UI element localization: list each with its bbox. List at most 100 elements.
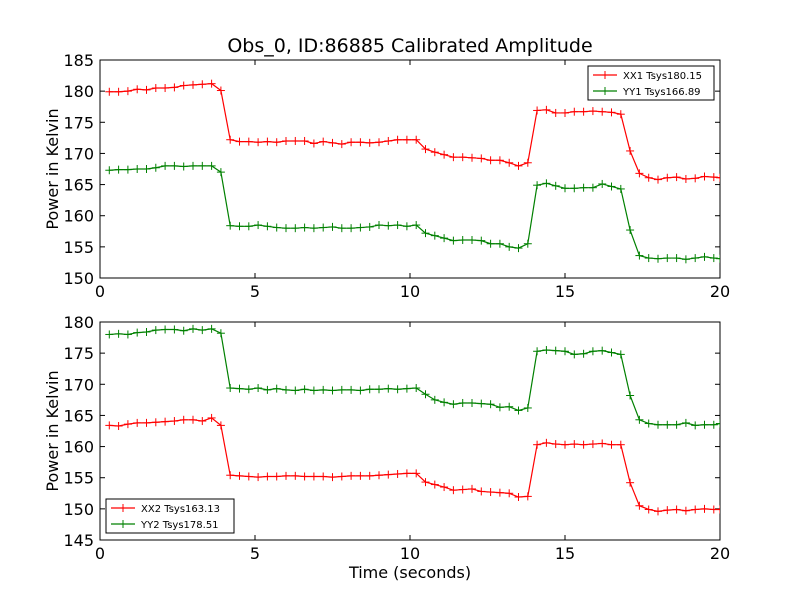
data-point bbox=[663, 420, 672, 429]
data-point bbox=[216, 86, 225, 95]
data-point bbox=[393, 385, 402, 394]
data-point bbox=[523, 492, 532, 501]
data-point bbox=[626, 391, 635, 400]
data-point bbox=[328, 473, 337, 482]
data-point bbox=[458, 398, 467, 407]
data-point bbox=[449, 153, 458, 162]
data-point bbox=[179, 326, 188, 335]
data-point bbox=[663, 173, 672, 182]
data-point bbox=[105, 166, 114, 175]
data-point bbox=[551, 346, 560, 355]
data-point bbox=[105, 330, 114, 339]
data-point bbox=[375, 138, 383, 147]
y-tick-label: 160 bbox=[63, 438, 94, 457]
legend-box bbox=[105, 498, 235, 534]
data-point bbox=[542, 438, 551, 447]
data-point bbox=[477, 154, 486, 163]
data-point bbox=[700, 252, 709, 261]
data-point bbox=[226, 384, 235, 393]
data-point bbox=[114, 329, 123, 338]
data-point bbox=[607, 348, 616, 357]
data-point bbox=[254, 138, 263, 147]
data-point bbox=[421, 390, 430, 399]
data-point bbox=[198, 161, 207, 170]
data-point bbox=[635, 251, 644, 260]
data-point bbox=[207, 324, 216, 333]
data-point bbox=[179, 81, 188, 90]
data-point bbox=[300, 136, 309, 145]
data-point bbox=[235, 384, 244, 393]
y-tick-label: 150 bbox=[63, 500, 94, 519]
data-point bbox=[588, 107, 597, 116]
data-point bbox=[142, 85, 151, 94]
data-point bbox=[319, 137, 328, 146]
data-point bbox=[216, 421, 225, 430]
data-point bbox=[570, 184, 579, 193]
data-point bbox=[468, 398, 476, 407]
data-point bbox=[716, 505, 720, 514]
data-point bbox=[282, 224, 290, 233]
data-point bbox=[226, 471, 235, 480]
data-point bbox=[635, 415, 644, 424]
data-point bbox=[142, 327, 151, 336]
data-point bbox=[393, 221, 402, 230]
data-point bbox=[151, 84, 160, 93]
data-point bbox=[663, 254, 672, 263]
data-point bbox=[207, 161, 216, 170]
data-point bbox=[616, 184, 625, 193]
y-tick-label: 160 bbox=[63, 207, 94, 226]
data-point bbox=[716, 419, 720, 428]
data-point bbox=[542, 105, 551, 114]
data-point bbox=[588, 440, 597, 449]
data-point bbox=[561, 184, 569, 193]
chart-title: Obs_0, ID:86885 Calibrated Amplitude bbox=[227, 35, 592, 57]
data-point bbox=[477, 487, 486, 496]
data-point bbox=[635, 169, 644, 178]
data-point bbox=[272, 384, 281, 393]
data-point bbox=[486, 488, 495, 497]
data-point bbox=[161, 325, 170, 334]
data-point bbox=[505, 489, 514, 498]
data-point bbox=[681, 506, 690, 515]
data-point bbox=[672, 173, 681, 182]
y-tick-label: 145 bbox=[63, 531, 94, 550]
x-tick-label: 5 bbox=[250, 544, 260, 563]
data-point bbox=[468, 484, 476, 493]
data-point bbox=[514, 493, 523, 502]
data-point bbox=[430, 148, 439, 157]
data-point bbox=[105, 421, 114, 430]
data-point bbox=[412, 469, 421, 478]
x-tick-label: 0 bbox=[95, 282, 105, 301]
data-point bbox=[114, 87, 123, 96]
data-point bbox=[365, 471, 374, 480]
data-point bbox=[440, 150, 449, 159]
top-subplot: 0 5 10 15 20 150 155 160 165 170 175 180 185 Power in… bbox=[43, 35, 730, 301]
data-point bbox=[644, 505, 653, 514]
data-point bbox=[282, 385, 290, 394]
data-point bbox=[598, 107, 607, 116]
data-point bbox=[533, 181, 542, 190]
data-point bbox=[291, 224, 300, 233]
data-point bbox=[402, 384, 411, 393]
data-point bbox=[486, 400, 495, 409]
data-point bbox=[328, 386, 337, 395]
data-point bbox=[644, 419, 653, 428]
data-point bbox=[607, 440, 616, 449]
y-tick-label: 165 bbox=[63, 406, 94, 425]
series-1 bbox=[105, 161, 720, 264]
data-point bbox=[551, 181, 560, 190]
legend-label: YY1 Tsys166.89 bbox=[622, 87, 701, 98]
y-tick-label: 150 bbox=[63, 269, 94, 288]
data-point bbox=[216, 329, 225, 338]
data-point bbox=[551, 440, 560, 449]
data-point bbox=[263, 222, 272, 231]
data-point bbox=[347, 385, 356, 394]
data-point bbox=[123, 420, 132, 429]
data-point bbox=[356, 471, 365, 480]
data-point bbox=[635, 501, 644, 510]
data-point bbox=[626, 226, 635, 235]
y-tick-label: 170 bbox=[63, 144, 94, 163]
data-point bbox=[282, 471, 290, 480]
data-point bbox=[486, 239, 495, 248]
